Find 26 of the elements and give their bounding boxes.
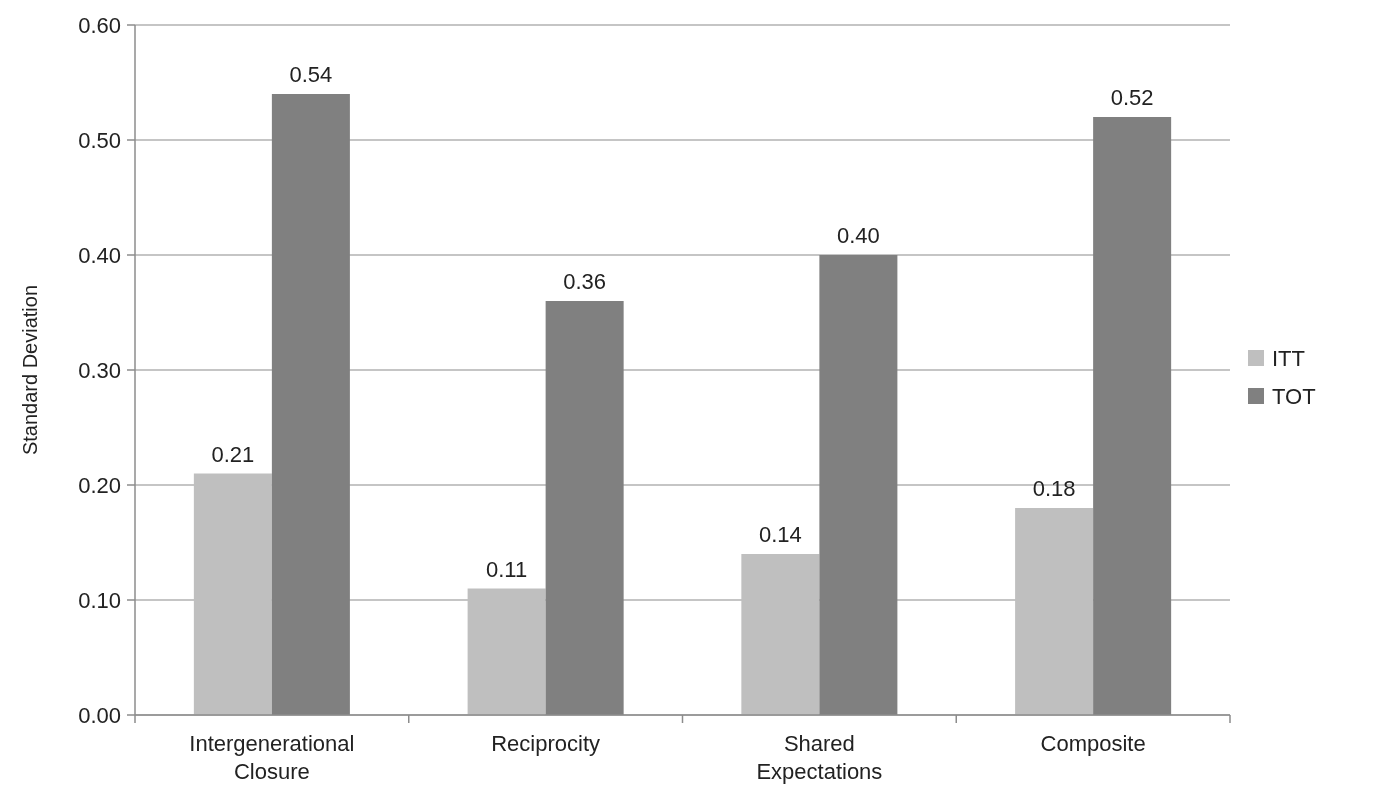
x-tick-label: Reciprocity bbox=[491, 731, 601, 756]
legend-label: ITT bbox=[1272, 345, 1305, 371]
y-tick-label: 0.00 bbox=[78, 702, 121, 728]
x-tick-label: Intergenerational Closure bbox=[189, 731, 355, 784]
data-label: 0.18 bbox=[1032, 476, 1076, 501]
data-label: 0.11 bbox=[486, 556, 528, 582]
y-tick-label: 0.50 bbox=[78, 127, 121, 153]
y-tick-label: 0.10 bbox=[78, 587, 121, 613]
bar bbox=[467, 588, 546, 715]
x-tick-label: Shared Expectations bbox=[756, 731, 883, 784]
y-axis-title: Standard Deviation bbox=[19, 284, 41, 456]
y-tick-label: 0.30 bbox=[78, 357, 121, 383]
y-tick-label: 0.20 bbox=[78, 472, 121, 498]
y-tick-label: 0.40 bbox=[78, 242, 121, 268]
data-label: 0.54 bbox=[289, 62, 333, 87]
data-label: 0.14 bbox=[758, 522, 802, 547]
data-label: 0.21 bbox=[211, 441, 255, 467]
data-label: 0.36 bbox=[563, 269, 607, 294]
y-tick-label: 0.60 bbox=[78, 12, 121, 38]
data-label: 0.40 bbox=[836, 223, 880, 248]
x-tick-label: Composite bbox=[1040, 731, 1146, 756]
bar bbox=[193, 473, 272, 715]
bar bbox=[1015, 508, 1094, 715]
bar bbox=[741, 554, 820, 715]
data-label: 0.52 bbox=[1110, 85, 1154, 110]
legend-label: TOT bbox=[1272, 383, 1316, 409]
